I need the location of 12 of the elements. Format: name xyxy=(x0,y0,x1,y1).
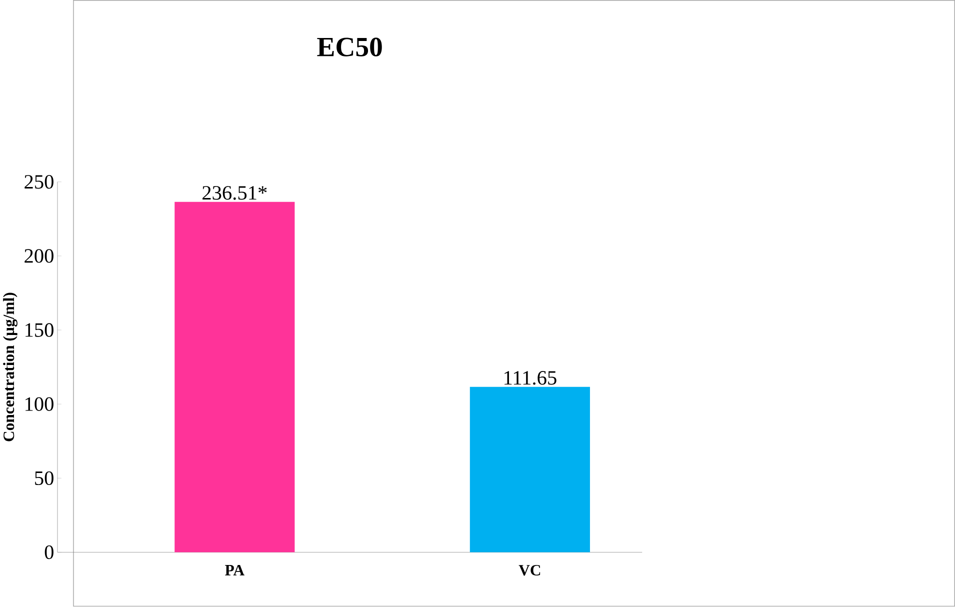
x-tick-label: VC xyxy=(518,565,540,576)
y-tick-label: 150 xyxy=(26,323,54,338)
y-tick-label: 100 xyxy=(26,397,54,412)
y-axis-title: Concentration (µg/ml) xyxy=(3,292,18,442)
y-tick-label: 250 xyxy=(24,175,54,189)
chart-title: EC50 xyxy=(317,38,382,57)
data-label: 111.65 xyxy=(504,371,556,385)
y-tick-label: 50 xyxy=(35,471,54,486)
y-tick-label: 0 xyxy=(44,546,54,560)
x-tick-label: PA xyxy=(225,565,244,576)
data-label: 236.51* xyxy=(202,186,267,200)
y-tick-label: 200 xyxy=(24,249,54,263)
